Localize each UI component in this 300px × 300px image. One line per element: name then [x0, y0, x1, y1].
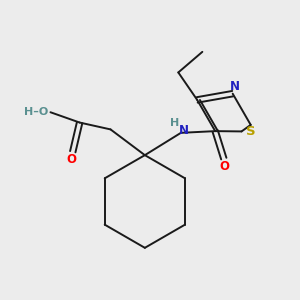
- Text: N: N: [230, 80, 239, 93]
- Text: O: O: [66, 153, 76, 166]
- Text: O: O: [220, 160, 230, 172]
- Text: N: N: [178, 124, 189, 136]
- Text: H–O: H–O: [25, 107, 49, 117]
- Text: H: H: [170, 118, 179, 128]
- Text: S: S: [246, 125, 256, 138]
